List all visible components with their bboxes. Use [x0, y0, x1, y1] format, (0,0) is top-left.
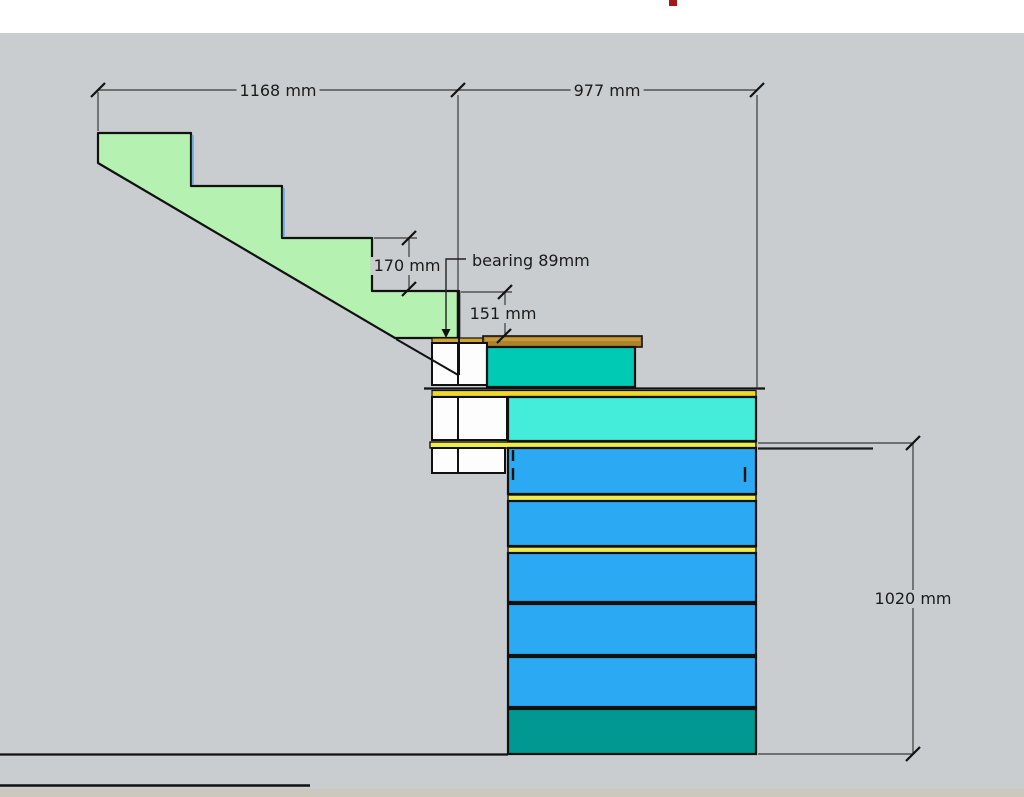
white-block [431, 447, 459, 474]
brown-wall-plate [482, 335, 643, 348]
upper-teal-block [485, 345, 637, 389]
dimension-wall-1020 [758, 435, 921, 762]
blue-wall-block [506, 551, 758, 604]
label-bearing: bearing 89mm [469, 252, 593, 270]
page-bottom-margin [0, 789, 1024, 797]
dark-teal-base-block [506, 707, 758, 756]
dimension-top [90, 82, 765, 388]
white-block [457, 342, 488, 386]
blue-wall-block [506, 499, 758, 548]
label-riser-height: 170 mm [370, 257, 444, 275]
bearing-leader [441, 258, 466, 338]
label-landing-run: 977 mm [570, 82, 644, 100]
stringer-hidden-tip [395, 338, 460, 377]
white-block [457, 447, 506, 474]
blue-wall-block [506, 655, 758, 709]
white-block [431, 396, 459, 441]
label-stair-run: 1168 mm [236, 82, 320, 100]
hidden-edge-dashes [511, 450, 747, 482]
blue-wall-block [506, 602, 758, 657]
white-block [431, 342, 459, 386]
floor-dpc-strip [431, 389, 757, 398]
page-top-margin [0, 0, 1024, 33]
blue-wall-block [506, 446, 758, 496]
label-wall-height: 1020 mm [871, 590, 955, 608]
ground-lines [0, 753, 508, 787]
dimension-ticks [90, 82, 765, 98]
leader-arrowhead [441, 329, 451, 338]
aqua-wall-block [506, 395, 758, 443]
red-marker-dot [669, 0, 677, 6]
stair-stringer [96, 131, 461, 340]
label-step-down: 151 mm [466, 305, 540, 323]
white-block [457, 396, 508, 441]
block-wall [424, 335, 765, 756]
stair-stringer-outline [96, 131, 461, 340]
